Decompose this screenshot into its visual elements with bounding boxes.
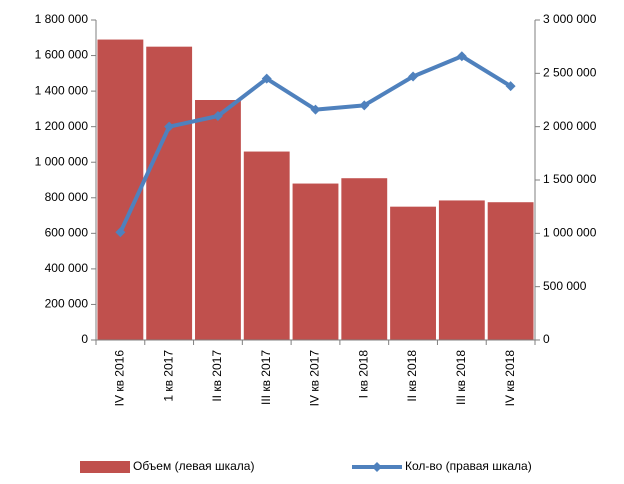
y2-tick-label: 1 000 000 [543, 226, 597, 240]
legend-label: Объем (левая шкала) [133, 459, 254, 473]
bar [97, 39, 144, 341]
line-marker [212, 111, 223, 121]
x-tick-label: II кв 2017 [210, 350, 224, 402]
bar [195, 100, 241, 340]
line-marker [408, 71, 419, 82]
y2-tick-label: 0 [543, 332, 550, 346]
y-tick-label: 1 600 000 [35, 48, 89, 62]
y-tick-label: 1 800 000 [35, 12, 89, 26]
line-marker [359, 100, 370, 111]
line-marker [310, 104, 321, 115]
x-tick-label: III кв 2018 [454, 350, 468, 405]
y2-tick-label: 3 000 000 [543, 12, 597, 26]
y2-tick-label: 2 500 000 [543, 66, 597, 80]
bar [438, 200, 485, 340]
line-marker [115, 227, 126, 238]
y-tick-label: 600 000 [45, 226, 89, 240]
bar [341, 178, 388, 340]
y2-tick-label: 2 000 000 [543, 119, 597, 133]
bar [390, 206, 436, 340]
legend-swatch [80, 461, 130, 473]
bar [146, 46, 193, 341]
bar [243, 151, 290, 340]
x-tick-label: IV кв 2017 [308, 350, 322, 407]
y-tick-label: 400 000 [45, 261, 89, 275]
y2-tick-label: 1 500 000 [543, 172, 597, 186]
x-tick-label: IV кв 2018 [503, 350, 517, 407]
bar [487, 202, 534, 340]
y-tick-label: 1 200 000 [35, 119, 89, 133]
x-tick-label: IV кв 2016 [113, 350, 127, 407]
x-tick-label: I кв 2018 [356, 350, 370, 399]
line-marker [164, 121, 175, 132]
x-tick-label: 1 кв 2017 [161, 350, 175, 402]
y-tick-label: 0 [81, 332, 88, 346]
x-tick-label: II кв 2018 [405, 350, 419, 402]
y-tick-label: 1 000 000 [35, 154, 89, 168]
x-tick-label: III кв 2017 [259, 350, 273, 405]
legend-marker [372, 462, 382, 472]
line-marker [456, 51, 467, 62]
bar [292, 183, 339, 340]
line-marker [505, 81, 516, 92]
y-tick-label: 200 000 [45, 297, 89, 311]
y-tick-label: 1 400 000 [35, 83, 89, 97]
legend-label: Кол-во (правая шкала) [405, 459, 532, 473]
y2-tick-label: 500 000 [543, 279, 587, 293]
y-tick-label: 800 000 [45, 190, 89, 204]
line-marker [261, 73, 272, 84]
